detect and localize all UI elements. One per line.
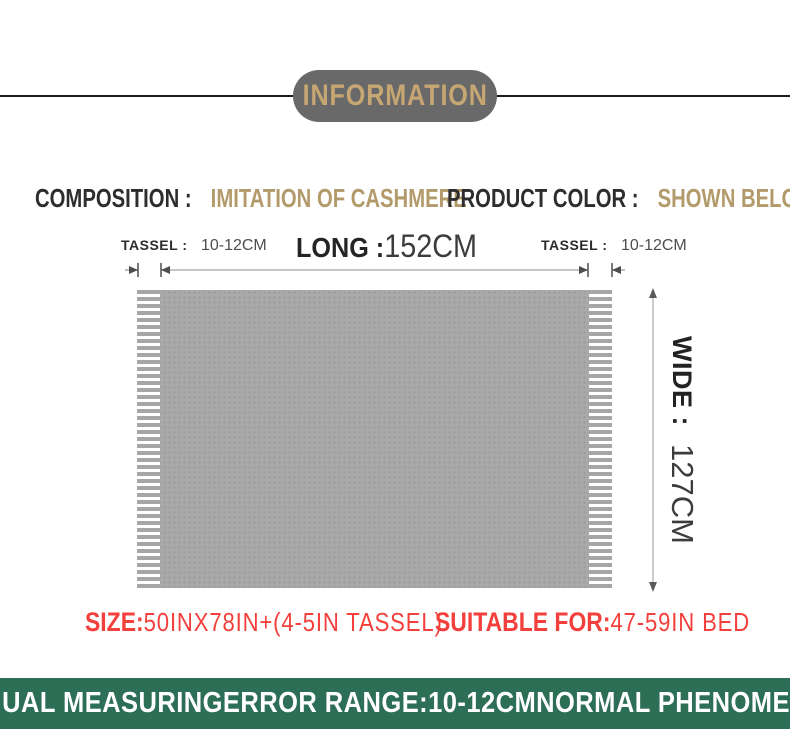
arrow-left-icon [161,266,170,274]
horizontal-dimension-arrow-line [125,263,625,277]
information-badge: INFORMATION [293,70,497,122]
composition-spec: COMPOSITION : IMITATION OF CASHMERE [35,183,467,214]
composition-label: COMPOSITION : [35,183,192,213]
blanket-illustration [137,290,612,588]
blanket-tassel-stripes-right [589,290,612,588]
arrow-right-icon [129,266,138,274]
tassel-left-value: 10-12CM [200,237,267,254]
vertical-dimension-arrow-line [649,288,657,592]
composition-value: IMITATION OF CASHMERE [210,183,467,213]
tassel-right-label: TASSEL : [541,237,608,253]
arrow-right-icon [579,266,588,274]
measurement-note-banner: MANUAL MEASURINGERROR RANGE:10-12CMNORMA… [0,678,790,729]
tassel-left-dimension: TASSEL : 10-12CM [121,237,267,255]
product-color-value: SHOWN BELOW [657,183,790,213]
long-dimension: LONG :152CM [296,228,477,265]
arrow-left-icon [612,266,621,274]
product-color-spec: PRODUCT COLOR : SHOWN BELOW [447,183,790,214]
long-value: 152CM [384,228,478,264]
size-spec: SIZE:50INX78IN+(4-5IN TASSEL) [85,607,443,638]
suitable-for-label: SUITABLE FOR: [435,607,611,637]
tassel-left-label: TASSEL : [121,237,188,253]
suitable-for-value: 47-59IN BED [610,607,751,637]
arrow-down-icon [649,582,657,592]
long-label: LONG : [296,232,385,263]
suitable-for-spec: SUITABLE FOR:47-59IN BED [435,607,750,638]
arrow-up-icon [649,288,657,298]
information-badge-label: INFORMATION [302,79,488,112]
product-color-label: PRODUCT COLOR : [447,183,639,213]
size-value: 50INX78IN+(4-5IN TASSEL) [143,607,443,637]
wide-dimension-text: WIDE : 127CM [664,336,700,544]
wide-dimension: WIDE : 127CM [656,288,708,592]
size-label: SIZE: [85,607,144,637]
wide-value: 127CM [665,444,700,545]
tassel-right-dimension: TASSEL : 10-12CM [541,237,687,255]
wide-label: WIDE : [667,335,697,426]
tassel-right-value: 10-12CM [620,237,687,254]
measurement-note-text: MANUAL MEASURINGERROR RANGE:10-12CMNORMA… [0,687,790,719]
blanket-tassel-stripes-left [137,290,160,588]
